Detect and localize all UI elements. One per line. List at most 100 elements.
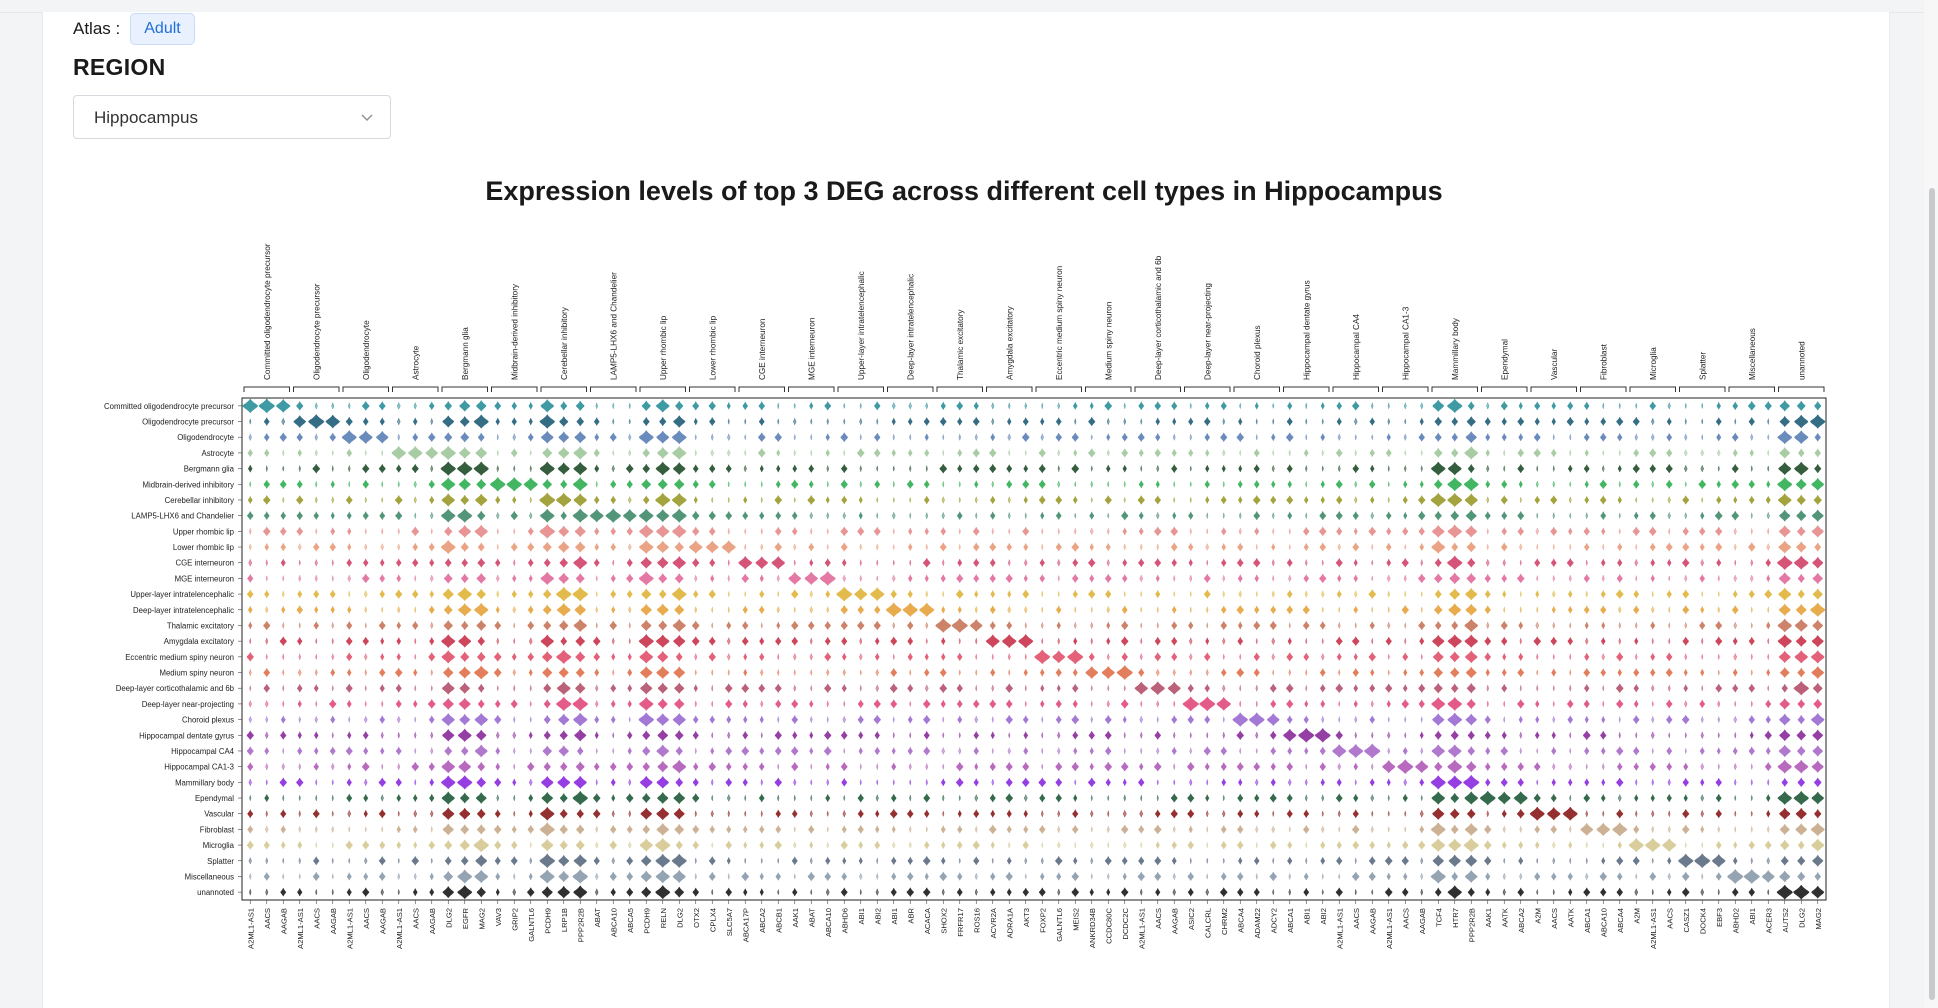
violin-mark: [556, 696, 572, 712]
violin-mark: [1370, 668, 1375, 677]
violin-mark: [727, 606, 730, 613]
violin-mark: [657, 698, 668, 710]
violin-mark: [543, 620, 552, 631]
violin-mark: [1650, 668, 1656, 677]
violin-mark: [1090, 434, 1093, 440]
violin-mark: [1733, 589, 1738, 599]
violin-mark: [444, 604, 453, 616]
violin-mark: [843, 795, 846, 801]
violin-mark: [1466, 666, 1477, 679]
violin-mark: [640, 681, 653, 695]
violin-mark: [1667, 684, 1671, 692]
violin-mark: [1616, 855, 1624, 866]
violin-mark: [247, 573, 254, 584]
scrollbar-thumb[interactable]: [1929, 188, 1935, 1000]
violin-mark: [1155, 417, 1160, 426]
violin-mark: [1633, 746, 1640, 756]
violin-mark: [1651, 748, 1654, 754]
violin-mark: [281, 763, 285, 771]
group-label: Choroid plexus: [1253, 325, 1262, 380]
violin-mark: [1779, 509, 1791, 522]
atlas-tag-adult[interactable]: Adult: [130, 13, 195, 45]
violin-mark: [1106, 432, 1111, 442]
violin-mark: [458, 697, 471, 711]
violin-mark: [594, 416, 600, 427]
violin-mark: [1683, 668, 1688, 677]
violin-mark: [331, 763, 335, 771]
violin-mark: [441, 493, 455, 507]
violin-mark: [1584, 605, 1590, 615]
violin-mark: [824, 730, 832, 741]
violin-mark: [1139, 574, 1143, 583]
violin-mark: [1385, 855, 1393, 866]
violin-mark: [924, 432, 929, 442]
violin-mark: [1370, 826, 1374, 834]
violin-mark: [430, 826, 433, 833]
violin-mark: [331, 465, 334, 472]
violin-mark: [825, 762, 830, 771]
violin-mark: [612, 748, 615, 754]
violin-mark: [777, 716, 780, 723]
violin-mark: [1667, 873, 1671, 881]
region-select[interactable]: Hippocampus: [73, 95, 391, 139]
violin-mark: [1352, 840, 1359, 850]
violin-mark: [513, 559, 516, 566]
violin-mark: [457, 869, 473, 884]
violin-mark: [1353, 574, 1358, 583]
violin-mark: [280, 526, 287, 537]
violin-mark: [1764, 588, 1773, 600]
violin-mark: [1072, 730, 1079, 740]
violin-mark: [692, 620, 700, 631]
violin-mark: [1517, 808, 1525, 819]
violin-mark: [1073, 856, 1078, 866]
violin-mark: [1501, 479, 1508, 489]
violin-mark: [859, 763, 862, 770]
violin-mark: [1585, 559, 1588, 566]
violin-mark: [1749, 495, 1755, 505]
violin-mark: [460, 494, 469, 506]
violin-mark: [331, 622, 334, 629]
gene-label: ABCA17P: [741, 908, 750, 942]
violin-mark: [1432, 854, 1444, 867]
violin-mark: [265, 825, 269, 834]
violin-mark: [610, 479, 617, 489]
violin-mark: [1649, 401, 1656, 411]
violin-mark: [1600, 495, 1607, 505]
violin-mark: [314, 746, 319, 756]
violin-mark: [804, 571, 818, 586]
gene-label: CHRM2: [1220, 908, 1229, 935]
violin-mark: [329, 542, 336, 552]
violin-mark: [248, 716, 252, 724]
violin-mark: [694, 669, 697, 676]
violin-mark: [1320, 495, 1325, 505]
violin-mark: [1451, 432, 1458, 442]
gene-label: TCF4: [1434, 908, 1443, 927]
violin-mark: [298, 810, 301, 817]
violin-mark: [628, 449, 632, 457]
violin-mark: [576, 416, 584, 427]
violin-mark: [1569, 449, 1572, 456]
violin-mark: [1139, 762, 1144, 771]
violin-mark: [1734, 811, 1737, 817]
violin-mark: [1189, 402, 1192, 409]
violin-mark: [576, 808, 584, 819]
violin-mark: [1335, 636, 1343, 646]
violin-mark: [1601, 715, 1606, 724]
violin-mark: [1700, 778, 1705, 787]
violin-mark: [1022, 589, 1029, 599]
violin-mark: [1404, 465, 1407, 472]
violin-mark: [1156, 700, 1160, 708]
violin-mark: [1006, 699, 1013, 709]
violin-mark: [1465, 854, 1478, 867]
violin-mark: [559, 808, 568, 819]
violin-mark: [1090, 481, 1093, 488]
violin-mark: [315, 654, 318, 660]
violin-mark: [572, 477, 588, 492]
row-label: Eccentric medium spiny neuron: [125, 653, 234, 662]
violin-mark: [1386, 558, 1391, 568]
violin-mark: [443, 573, 453, 584]
group-label: unannoted: [1797, 341, 1806, 380]
violin-mark: [760, 732, 763, 739]
violin-mark: [496, 544, 499, 550]
violin-mark: [1797, 871, 1806, 882]
